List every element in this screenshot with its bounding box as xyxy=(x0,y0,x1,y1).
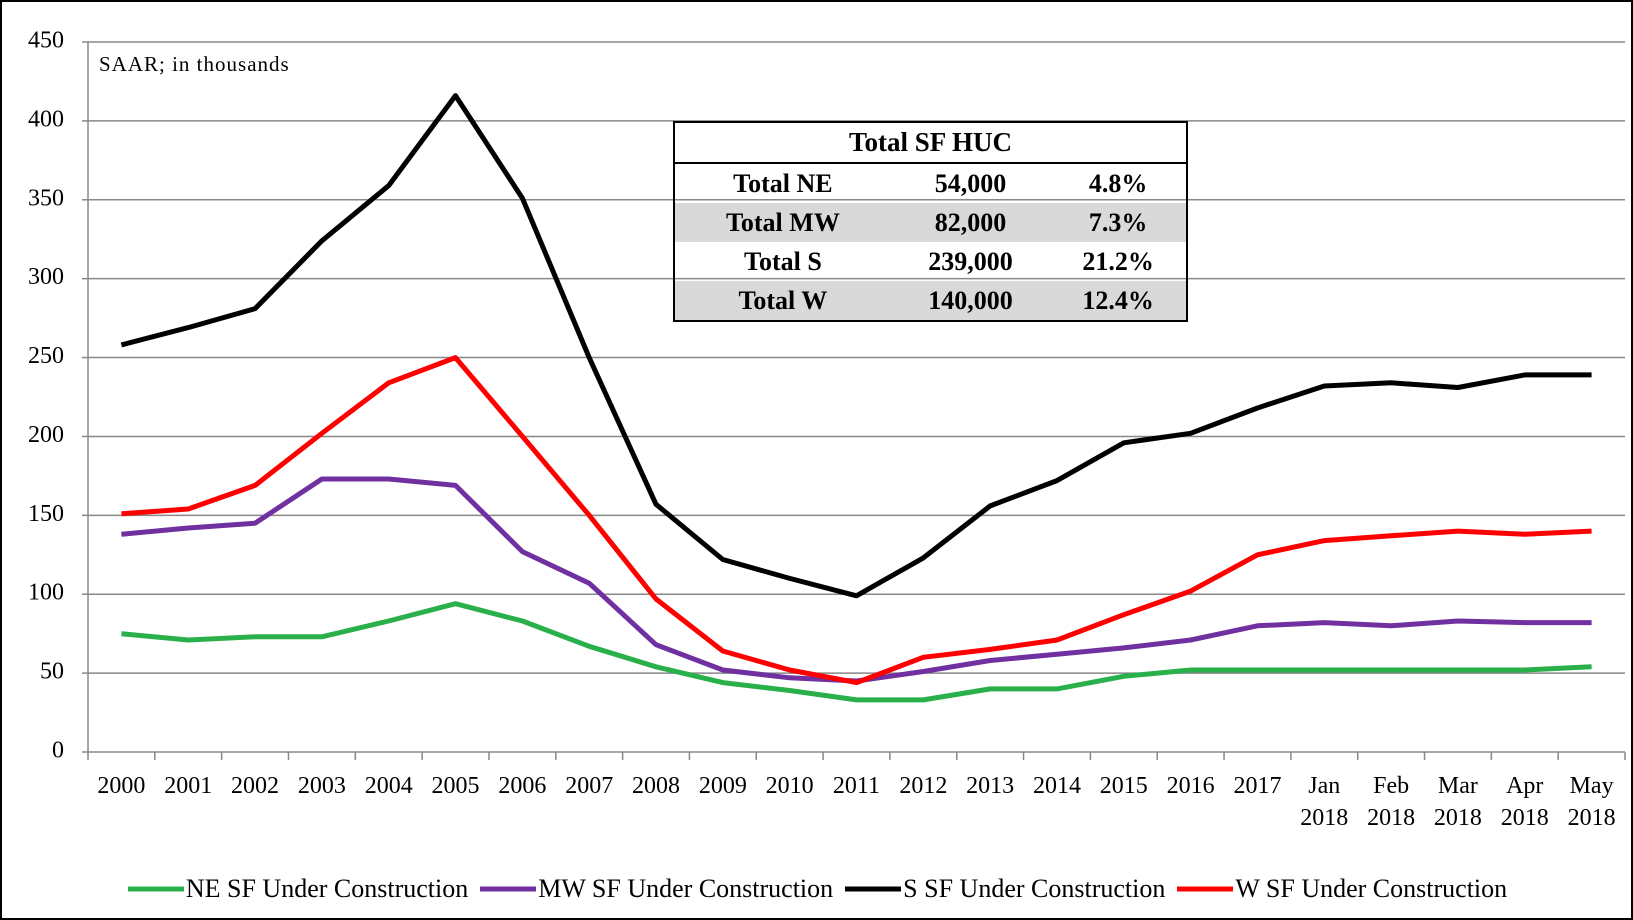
legend-item: NE SF Under Construction xyxy=(126,874,468,904)
y-tick-label: 150 xyxy=(28,501,64,527)
table-cell: 54,000 xyxy=(934,168,1007,198)
table-row: Total MW 82,000 7.3% xyxy=(674,203,1187,242)
table-cell: 4.8% xyxy=(1088,168,1148,198)
table-cell: 140,000 xyxy=(890,281,1051,321)
x-tick-label: 2012 xyxy=(899,773,948,799)
x-tick-label: 2001 xyxy=(164,773,213,799)
table-row: Total W 140,000 12.4% xyxy=(674,281,1187,321)
x-tick-label: Apr 2018 xyxy=(1500,773,1549,831)
table-row: Total S 239,000 21.2% xyxy=(674,242,1187,281)
legend-item: W SF Under Construction xyxy=(1175,874,1507,904)
table-cell: 21.2% xyxy=(1082,246,1154,276)
series-line xyxy=(120,93,1592,599)
x-tick-label: May 2018 xyxy=(1567,773,1616,831)
legend-item: S SF Under Construction xyxy=(843,874,1165,904)
series-line xyxy=(121,476,1592,684)
annotation: SAAR; in thousands xyxy=(99,52,290,76)
legend-swatch xyxy=(127,886,184,892)
x-tick-label: 2003 xyxy=(297,773,346,799)
legend-label: S SF Under Construction xyxy=(903,874,1166,903)
x-tick-label: 2009 xyxy=(698,773,747,799)
legend-label: W SF Under Construction xyxy=(1235,874,1508,903)
x-tick-label: 2007 xyxy=(565,773,614,799)
legend-label: NE SF Under Construction xyxy=(185,874,469,903)
table-cell: Total W xyxy=(674,281,891,321)
x-tick-label: 2008 xyxy=(632,773,680,799)
x-tick-label: 2005 xyxy=(431,773,480,799)
x-tick-label: 2014 xyxy=(1032,773,1081,799)
y-tick-label: 100 xyxy=(28,580,64,606)
x-tick-label: 2013 xyxy=(966,773,1015,799)
series-line xyxy=(121,355,1592,686)
legend-swatch xyxy=(845,886,902,892)
x-tick-label: 2006 xyxy=(498,773,547,799)
legend: NE SF Under Construction MW SF Under Cons… xyxy=(0,874,1633,904)
y-tick-label: 0 xyxy=(52,738,64,764)
table-cell: Total S xyxy=(743,246,822,276)
table-title: Total SF HUC xyxy=(674,122,1187,164)
table-row: Total NE 54,000 4.8% xyxy=(674,163,1187,203)
x-tick-label: Mar 2018 xyxy=(1433,773,1482,831)
x-tick-label: 2016 xyxy=(1166,773,1215,799)
x-tick-label: Jan 2018 xyxy=(1300,773,1349,831)
x-tick-label: 2004 xyxy=(364,773,413,799)
y-tick-label: 450 xyxy=(28,28,64,54)
summary-table: Total SF HUC Total NE 54,000 4.8% Total MW 82… xyxy=(673,121,1188,322)
table-cell: 12.4% xyxy=(1050,281,1187,321)
x-tick-label: 2010 xyxy=(765,773,814,799)
x-tick-label: 2015 xyxy=(1099,773,1148,799)
x-tick-label: 2000 xyxy=(97,773,146,799)
y-tick-label: 300 xyxy=(28,264,64,290)
table-cell: 82,000 xyxy=(890,203,1051,242)
x-tick-label: Feb 2018 xyxy=(1367,773,1416,831)
table-cell: 7.3% xyxy=(1050,203,1187,242)
x-tick-label: 2017 xyxy=(1233,773,1282,799)
y-tick-label: 400 xyxy=(28,106,64,132)
table-header-row: Total SF HUC xyxy=(674,122,1187,164)
series-line xyxy=(121,601,1592,703)
x-tick-label: 2002 xyxy=(231,773,280,799)
y-tick-label: 200 xyxy=(28,422,64,448)
y-tick-label: 50 xyxy=(40,659,64,685)
y-tick-label: 250 xyxy=(28,343,64,369)
table-cell: 239,000 xyxy=(928,246,1013,276)
legend-swatch xyxy=(1177,886,1234,892)
table-cell: Total MW xyxy=(674,203,891,242)
x-tick-label: 2011 xyxy=(832,773,881,799)
table-cell: Total NE xyxy=(733,168,833,198)
y-tick-label: 350 xyxy=(28,185,64,211)
legend-item: MW SF Under Construction xyxy=(478,874,833,904)
legend-label: MW SF Under Construction xyxy=(538,874,834,903)
legend-swatch xyxy=(480,886,537,892)
